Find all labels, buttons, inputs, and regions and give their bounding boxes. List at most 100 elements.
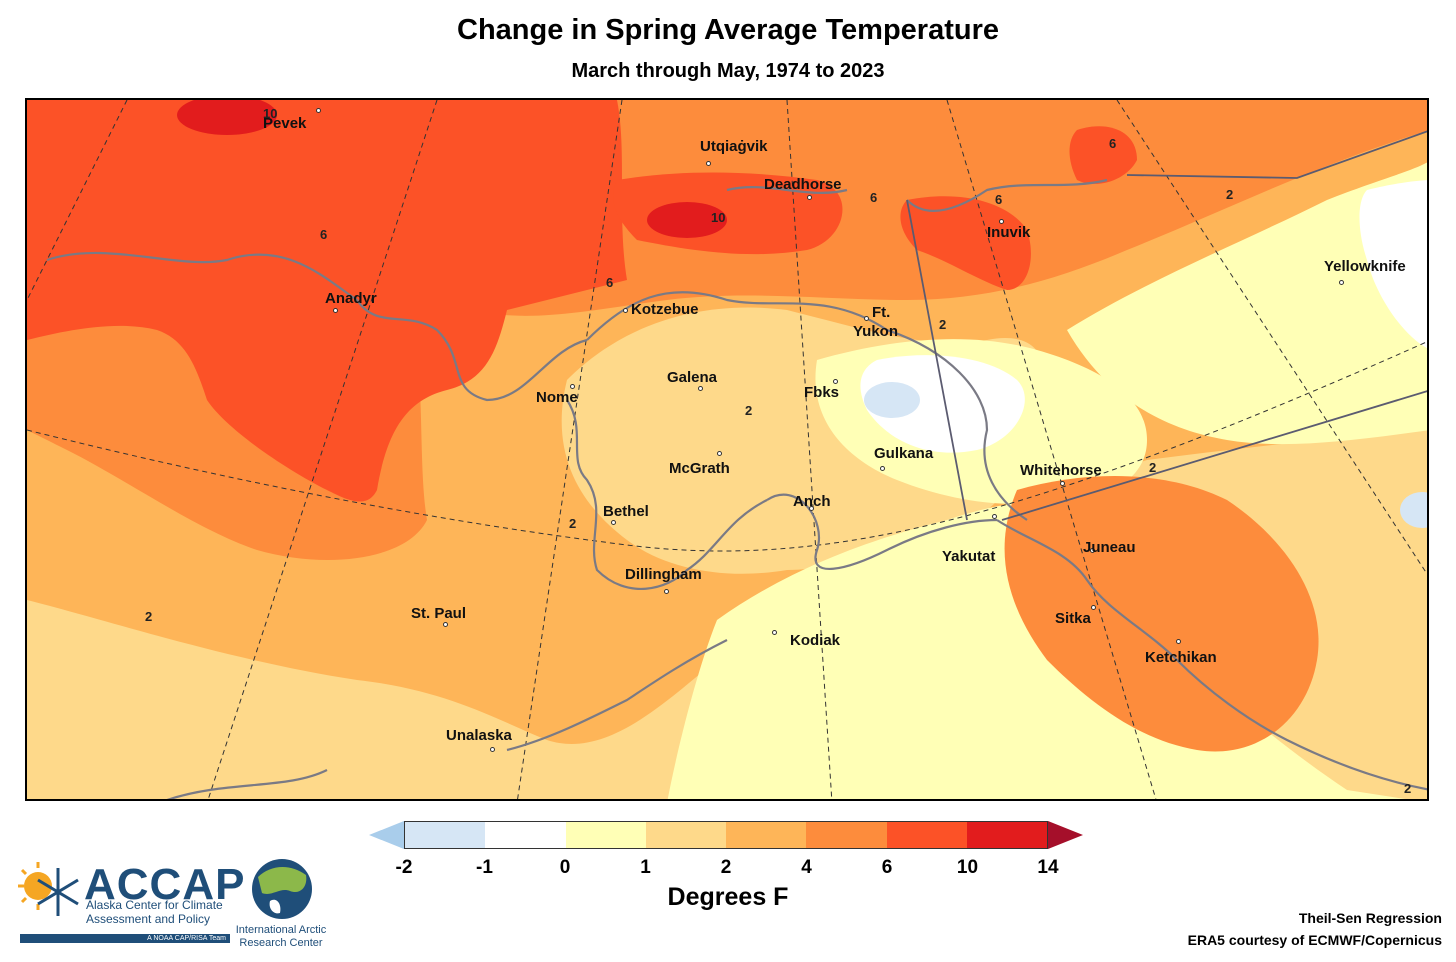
city-label-mcgrath: McGrath: [669, 460, 730, 477]
colorbar-under-arrow: [369, 821, 404, 849]
graticule: [27, 100, 1427, 799]
accap-logo-fullname: Alaska Center for Climate Assessment and…: [86, 898, 223, 926]
city-marker: [992, 514, 997, 519]
city-marker: [443, 622, 448, 627]
city-label-anch: Anch: [793, 493, 831, 510]
city-marker: [833, 379, 838, 384]
city-label-inuvik: Inuvik: [987, 224, 1031, 241]
city-marker: [490, 747, 495, 752]
colorbar-over-arrow: [1048, 821, 1083, 849]
city-marker: [623, 308, 628, 313]
colorbar-segment: [645, 822, 726, 848]
zone-6-10-inuvik: [900, 196, 1031, 290]
city-label-sitka: Sitka: [1055, 610, 1091, 627]
city-marker: [1060, 481, 1065, 486]
city-marker: [333, 308, 338, 313]
city-label-juneau: Juneau: [1083, 539, 1136, 556]
city-marker: [316, 108, 321, 113]
city-label-yukon: Yukon: [853, 323, 899, 340]
colorbar-tick-label: 1: [640, 857, 651, 878]
city-marker: [1339, 280, 1344, 285]
contour-label: 6: [320, 227, 328, 242]
city-marker: [717, 451, 722, 456]
temperature-change-map: Pevek Utqiaġvik Deadhorse Inuvik Anadyr …: [25, 98, 1429, 801]
zone-4-6-southeast: [1004, 476, 1319, 752]
city-label-galena: Galena: [667, 369, 718, 386]
city-label-utqiagvik: Utqiaġvik: [700, 138, 768, 155]
city-label-fbks: Fbks: [804, 384, 840, 401]
zone-neg1-0-east: [1359, 180, 1427, 348]
city-marker: [698, 386, 703, 391]
city-label-unalaska: Unalaska: [446, 727, 512, 744]
contour-label: 2: [1404, 781, 1412, 796]
contour-label: 6: [870, 190, 878, 205]
city-label-whitehorse: Whitehorse: [1020, 462, 1102, 479]
city-label-ft: Ft.: [872, 304, 891, 321]
coastlines: [46, 178, 1427, 799]
contour-label: 6: [606, 275, 614, 290]
zone-0-1-east: [1067, 162, 1427, 445]
city-marker: [1090, 548, 1095, 553]
colorbar: [404, 821, 1048, 849]
colorbar-tick-label: 0: [559, 857, 571, 878]
contour-label: 2: [1226, 187, 1234, 202]
city-label-anadyr: Anadyr: [325, 290, 377, 307]
city-label-yakutat: Yakutat: [942, 548, 996, 565]
colorbar-segment: [485, 822, 566, 848]
city-marker: [706, 161, 711, 166]
city-label-pevek: Pevek: [263, 115, 307, 132]
contour-label: 10: [263, 106, 278, 121]
city-label-kotzebue: Kotzebue: [631, 301, 699, 318]
iarc-globe-icon: [252, 859, 312, 919]
city-label-kodiak: Kodiak: [790, 632, 841, 649]
city-label-yellowknife: Yellowknife: [1324, 258, 1406, 275]
credit-method: Theil-Sen Regression: [1298, 910, 1442, 926]
zone-6-10-west: [27, 100, 627, 502]
contour-label: 6: [995, 192, 1003, 207]
city-marker: [611, 520, 616, 525]
zone-10-14-north: [647, 202, 727, 238]
colorbar-segment: [966, 822, 1047, 848]
contour-label: 2: [569, 516, 577, 531]
colorbar-segment: [806, 822, 887, 848]
colorbar-tick-label: 4: [801, 857, 812, 878]
zone-6-10-arctic: [1069, 126, 1137, 184]
colorbar-tick-label: -2: [395, 857, 413, 878]
city-marker: [772, 630, 777, 635]
city-marker: [807, 195, 812, 200]
colorbar-segment: [886, 822, 967, 848]
borders: [906, 130, 1427, 521]
city-label-gulkana: Gulkana: [874, 445, 934, 462]
contour-label: 2: [939, 317, 947, 332]
colorbar-tick-label: 2: [720, 857, 732, 878]
contour-label: 10: [711, 210, 726, 225]
contour-label: 6: [1109, 136, 1117, 151]
city-label-dillingham: Dillingham: [625, 566, 702, 583]
colorbar-tick-label: 10: [956, 857, 979, 878]
map-subtitle: March through May, 1974 to 2023: [571, 60, 885, 82]
contour-label: 2: [1149, 460, 1157, 475]
city-marker: [809, 506, 814, 511]
colorbar-tick-label: -1: [476, 857, 493, 878]
legend-units: Degrees F: [667, 883, 789, 911]
colorbar-segment: [565, 822, 646, 848]
accap-logo-team: A NOAA CAP/RISA Team: [20, 934, 230, 943]
city-marker: [1091, 605, 1096, 610]
zone-neg2-neg1-east: [1400, 492, 1427, 528]
zone-neg1-0-interior: [860, 355, 1025, 453]
city-marker: [1176, 639, 1181, 644]
colorbar-tick-label: 14: [1037, 857, 1059, 878]
accap-logo-icon: [18, 862, 79, 916]
contour-label: 2: [145, 609, 153, 624]
city-marker: [864, 316, 869, 321]
zone-10-14-northwest: [177, 100, 277, 135]
map-canvas: [27, 100, 1427, 799]
contour-label: 2: [745, 403, 753, 418]
city-marker: [880, 466, 885, 471]
map-title: Change in Spring Average Temperature: [457, 14, 999, 46]
zone-neg2-neg1-interior: [864, 382, 920, 418]
city-label-deadhorse: Deadhorse: [764, 176, 842, 193]
accap-logo-wordmark: ACCAP: [84, 860, 246, 909]
city-marker: [570, 384, 575, 389]
colorbar-segment: [726, 822, 807, 848]
